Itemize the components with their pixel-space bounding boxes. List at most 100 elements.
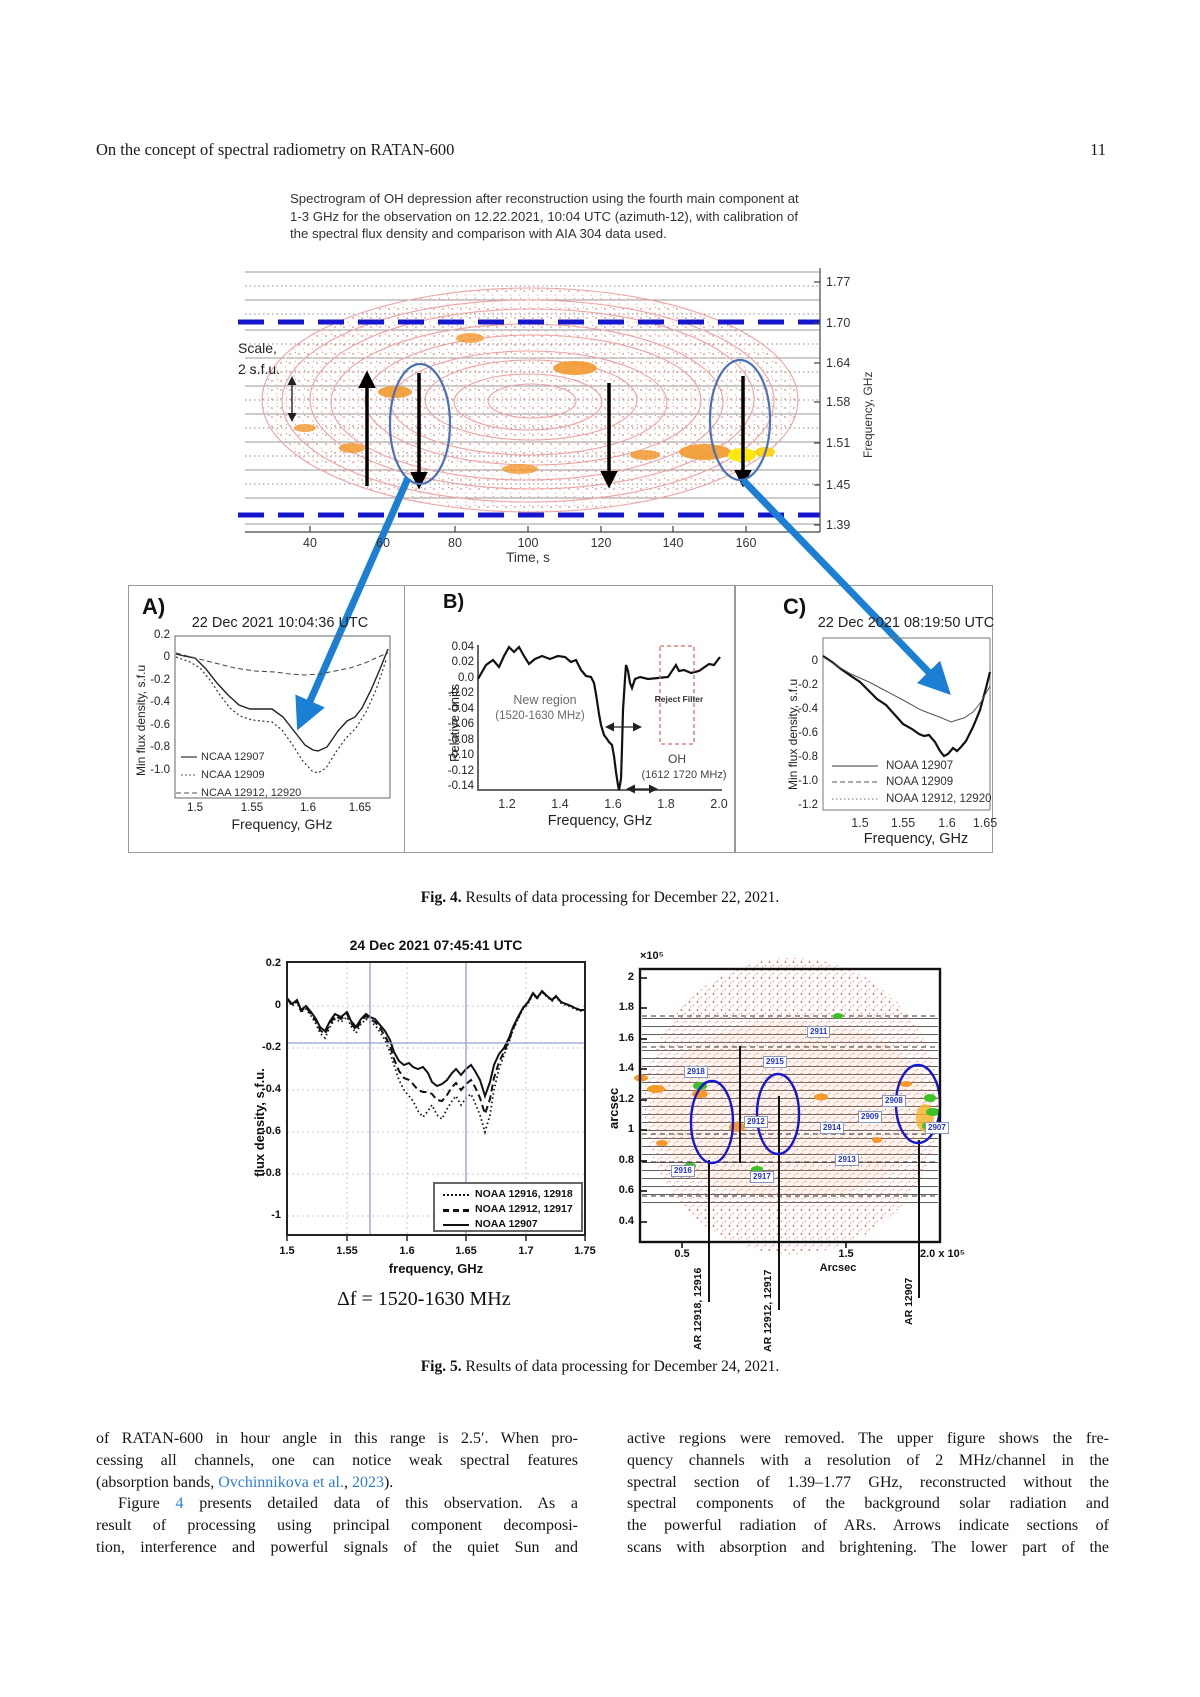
body-text: Figure — [118, 1495, 176, 1513]
citation-year-link[interactable]: 2023 — [351, 1473, 384, 1491]
panel-a-xlabel: Frequency, GHz — [231, 816, 333, 832]
fig5-left-ytick: -0.6 — [262, 1125, 281, 1137]
reject-filter-annotation: Reject Filter — [654, 694, 704, 704]
bright-patches — [294, 333, 775, 474]
fig5-right-xtick: 0.5 — [674, 1248, 690, 1260]
region-tag: 2915 — [763, 1056, 787, 1068]
panel-b-xtick: 2.0 — [710, 797, 728, 811]
fig5-caption: Fig. 5. Results of data processing for D… — [0, 1358, 1200, 1376]
time-tick: 160 — [735, 536, 757, 550]
panel-b-ytick: -0.02 — [447, 687, 474, 699]
panel-b-ytick: -0.14 — [447, 780, 474, 792]
freq-tick: 1.39 — [826, 518, 851, 532]
fig5-right-ytick: 0.6 — [618, 1184, 634, 1196]
panel-b-xtick: 1.2 — [498, 797, 516, 811]
page-number: 11 — [1090, 140, 1106, 159]
panel-a-legend-item: NCAA 12912, 12920 — [201, 787, 302, 799]
fig5-left-ytick: -1 — [271, 1209, 281, 1221]
fig5-right-ytick: 1.2 — [618, 1093, 634, 1105]
region-tag: 2913 — [835, 1154, 859, 1166]
panel-b-ylabel: Relative units — [447, 683, 462, 762]
panel-c-ytick: -1.2 — [798, 799, 818, 811]
body-text: ). — [383, 1473, 394, 1491]
panel-c-xtick: 1.55 — [890, 816, 916, 830]
panel-a-ylabel: Min flux density, s.f.u — [134, 664, 148, 776]
body-line: scans with absorption and brightening. T… — [627, 1538, 1109, 1556]
panel-a-ytick: -1.0 — [150, 764, 170, 776]
panel-b-ytick: -0.12 — [447, 765, 474, 777]
fig5-left-ylabel: flux density, s.f.u. — [252, 1068, 267, 1177]
legend-marker-dotted — [443, 1194, 469, 1196]
panel-b-ytick: 0.0 — [458, 672, 474, 684]
panel-c-xlabel: Frequency, GHz — [863, 831, 969, 847]
ar-rotated-label: AR 12918, 12916 — [692, 1267, 704, 1350]
fig5-left-ytick: 0.2 — [265, 957, 281, 969]
region-tag: 2916 — [671, 1165, 695, 1177]
time-tick: 80 — [448, 536, 462, 550]
panel-a-xtick: 1.55 — [240, 802, 264, 814]
panel-b-ytick: -0.04 — [447, 703, 474, 715]
fig5-left-ytick: -0.8 — [262, 1167, 281, 1179]
fig5-curve-dashed — [286, 990, 585, 1118]
panel-c-xtick: 1.6 — [938, 816, 956, 830]
panel-a-ytick: 0 — [163, 651, 170, 663]
time-tick: 120 — [590, 536, 612, 550]
fig4-caption-text: Results of data processing for December … — [461, 889, 780, 906]
time-tick: 40 — [303, 536, 317, 550]
fig5-legend-item: NOAA 12912, 12917 — [475, 1203, 573, 1215]
body-line: Figure 4 presents detailed data of this … — [96, 1493, 578, 1515]
fig5-curve-solid — [286, 989, 585, 1100]
body-line: quency channels with a resolution of 2 M… — [627, 1451, 1109, 1469]
body-text: , — [343, 1473, 352, 1491]
region-tag: 2912 — [744, 1116, 768, 1128]
fig5-legend-item: NOAA 12907 — [475, 1218, 538, 1230]
panel-b-xlabel: Frequency, GHz — [547, 813, 653, 829]
fig5-left-xtick: 1.55 — [336, 1245, 358, 1257]
region-tag: 2911 — [807, 1026, 831, 1038]
fig5-left-xtick: 1.7 — [518, 1245, 534, 1257]
oh-annotation: OH — [668, 752, 686, 766]
body-line: cessing all channels, one can notice wea… — [96, 1451, 578, 1469]
fig4-caption: Fig. 4. Results of data processing for D… — [0, 889, 1200, 907]
fig5-right-scale-exp: ×10⁵ — [640, 950, 664, 962]
region-tag: 2917 — [750, 1171, 774, 1183]
freq-tick: 1.77 — [826, 275, 851, 289]
panel-c-title: 22 Dec 2021 08:19:50 UTC — [817, 615, 995, 631]
legend-marker-dashed — [443, 1209, 469, 1212]
panel-b-xtick: 1.6 — [604, 797, 622, 811]
panel-c-label: C) — [783, 594, 807, 619]
panel-a-ytick: -0.8 — [150, 741, 170, 753]
body-text: presents detailed data of this observati… — [183, 1495, 579, 1513]
panel-a-xtick: 1.65 — [348, 802, 372, 814]
panel-a-title: 22 Dec 2021 10:04:36 UTC — [191, 615, 369, 631]
fig5-right-ytick: 1.8 — [618, 1001, 634, 1013]
fig5-left-ytick: 0 — [274, 999, 281, 1011]
panel-b-ytick: -0.10 — [447, 749, 474, 761]
figure-ref-link[interactable]: 4 — [175, 1495, 184, 1513]
body-right-column: active regions were removed. The upper f… — [627, 1428, 1109, 1559]
oh-range-annotation: (1612 1720 MHz) — [641, 769, 727, 781]
region-tag: 2918 — [684, 1066, 708, 1078]
panel-c-ytick: -0.8 — [798, 751, 818, 763]
time-tick: 140 — [662, 536, 684, 550]
panel-c-xtick: 1.5 — [851, 816, 869, 830]
fig5-right-ytick: 1 — [627, 1123, 634, 1135]
panel-c-ytick: -0.6 — [798, 727, 818, 739]
fig5-right-ytick: 1.6 — [618, 1032, 634, 1044]
body-line: active regions were removed. The upper f… — [627, 1430, 1109, 1447]
freq-tick: 1.58 — [826, 395, 851, 409]
fig5-left-ytick: -0.4 — [262, 1083, 281, 1095]
panel-b-xtick: 1.4 — [551, 797, 569, 811]
fig5-right-xend-label: 2.0 x 10⁵ — [920, 1248, 965, 1260]
fig5-left-xlabel: frequency, GHz — [388, 1261, 484, 1276]
fig5-caption-text: Results of data processing for December … — [461, 1358, 780, 1375]
fig5-right-xlabel: Arcsec — [819, 1262, 857, 1274]
scale-label-line2: 2 s.f.u. — [238, 361, 281, 377]
fig5-left-xtick: 1.65 — [455, 1245, 477, 1257]
panel-c-legend-item: NOAA 12909 — [886, 776, 954, 788]
fig5-left-title: 24 Dec 2021 07:45:41 UTC — [349, 937, 523, 953]
body-line: spectral section of 1.39–1.77 GHz, recon… — [627, 1473, 1109, 1491]
solar-map-scan-band — [642, 1018, 938, 1208]
citation-link[interactable]: Ovchinnikova et al. — [218, 1473, 344, 1491]
panel-c-xtick: 1.65 — [972, 816, 998, 830]
